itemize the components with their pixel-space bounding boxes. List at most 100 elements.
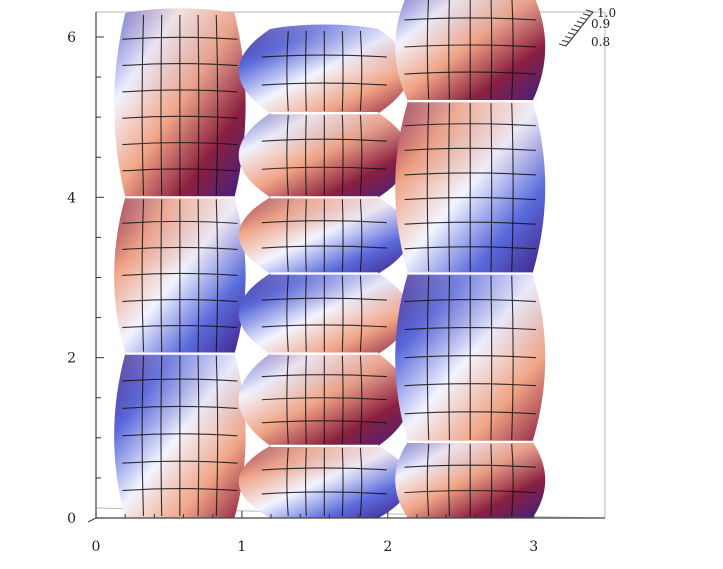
mesh-line <box>404 123 536 127</box>
mesh-line <box>122 168 238 172</box>
z-tick <box>570 28 579 32</box>
mesh-line <box>261 397 387 401</box>
mesh-line <box>122 115 238 119</box>
mesh-line <box>341 447 344 517</box>
mesh-line <box>359 115 363 196</box>
x-tick-label-2: 2 <box>383 539 392 555</box>
mesh-line <box>404 464 536 468</box>
mesh-line <box>404 17 536 21</box>
mesh-line <box>286 355 289 444</box>
mesh-line <box>215 199 219 352</box>
surface-mesh-2-3 <box>404 0 536 100</box>
mesh-line <box>490 0 493 100</box>
z-tick-label-0.9: 0.9 <box>591 17 610 31</box>
mesh-line <box>122 36 238 40</box>
mesh-line <box>404 327 536 331</box>
mesh-line <box>404 355 536 359</box>
x-tick-label-3: 3 <box>529 539 538 555</box>
z-tick <box>558 43 567 47</box>
y-tick-label-2: 2 <box>67 351 76 367</box>
mesh-line <box>122 433 238 437</box>
mesh-line <box>305 355 307 444</box>
mesh-line <box>122 460 238 464</box>
mesh-line <box>511 443 514 517</box>
mesh-line <box>426 275 430 440</box>
mesh-line <box>286 275 289 352</box>
surface-mesh-2-2 <box>404 103 536 272</box>
mesh-line <box>404 147 536 151</box>
mesh-line <box>261 54 387 58</box>
mesh-line <box>261 82 387 86</box>
z-axis-line <box>565 11 594 47</box>
mesh-line <box>141 355 145 517</box>
mesh-line <box>122 63 238 67</box>
mesh-line <box>122 405 238 409</box>
mesh-line <box>341 30 344 112</box>
mesh-line <box>404 246 536 250</box>
mesh-line <box>448 103 451 272</box>
mesh-line <box>141 14 145 196</box>
mesh-line <box>448 275 451 440</box>
mesh-line <box>122 142 238 146</box>
mesh-line <box>404 44 536 48</box>
y-tick-label-0: 0 <box>67 511 76 527</box>
mesh-line <box>261 138 387 142</box>
mesh-line <box>490 443 493 517</box>
mesh-line <box>341 355 344 444</box>
mesh-line <box>511 275 514 440</box>
mesh-line <box>122 89 238 93</box>
mesh-line <box>404 221 536 225</box>
mesh-line <box>261 374 387 378</box>
mesh-line <box>404 71 536 75</box>
axes <box>87 12 605 523</box>
mesh-line <box>359 199 363 272</box>
surface-mesh-1-5 <box>261 30 387 112</box>
mesh-line <box>197 14 200 196</box>
mesh-line <box>122 325 238 329</box>
mesh-line <box>490 103 493 272</box>
z-tick <box>573 24 582 28</box>
surface-patches <box>114 0 546 518</box>
mesh-line <box>141 199 145 352</box>
mesh-line <box>122 220 238 224</box>
mesh-line <box>261 245 387 249</box>
z-tick <box>567 32 576 36</box>
mesh-line <box>341 275 344 352</box>
mesh-line <box>286 199 289 272</box>
mesh-line <box>160 355 163 517</box>
x-ticks: 0 1 2 3 <box>92 511 538 555</box>
mesh-line <box>261 467 387 471</box>
z-tick <box>561 39 570 43</box>
surface-mesh-1-2 <box>261 275 387 352</box>
mesh-line <box>261 420 387 424</box>
z-tick-label-0.8: 0.8 <box>591 35 610 49</box>
mesh-line <box>404 490 536 494</box>
mesh-line <box>404 197 536 201</box>
surface-mesh-0-1 <box>122 199 238 352</box>
y-ticks: 0 2 4 6 <box>67 30 104 527</box>
z-tick-label-1.0: 1.0 <box>597 6 616 20</box>
mesh-line <box>215 355 219 517</box>
mesh-line <box>404 172 536 176</box>
surface-mesh-1-0 <box>261 447 387 517</box>
z-tick <box>585 9 594 13</box>
mesh-line <box>341 115 344 196</box>
front-corner-edge <box>87 517 97 523</box>
mesh-line <box>261 166 387 170</box>
mesh-line <box>359 355 363 444</box>
mesh-line <box>122 246 238 250</box>
mesh-line <box>359 30 363 112</box>
mesh-line <box>160 14 163 196</box>
mesh-line <box>261 491 387 495</box>
z-tick <box>564 35 573 39</box>
mesh-line <box>404 383 536 387</box>
surface-mesh-0-2 <box>122 14 238 196</box>
mesh-line <box>359 275 363 352</box>
mesh-line <box>305 275 307 352</box>
mesh-line <box>305 199 307 272</box>
y-tick-label-4: 4 <box>67 190 76 206</box>
mesh-line <box>122 299 238 303</box>
x-tick-label-0: 0 <box>92 539 101 555</box>
mesh-line <box>305 115 307 196</box>
mesh-line <box>426 0 430 100</box>
